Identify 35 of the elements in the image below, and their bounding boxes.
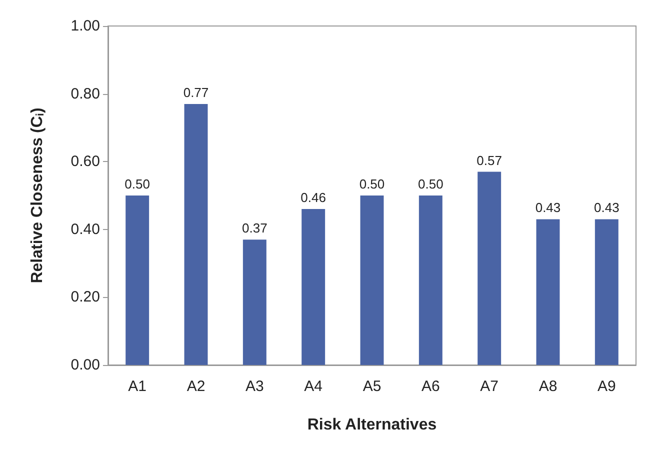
x-tick-label: A7 <box>480 378 499 395</box>
y-tick-label: 0.80 <box>70 85 100 102</box>
y-tick-label: 1.00 <box>70 18 100 34</box>
bar <box>418 196 442 365</box>
y-tick-label: 0.00 <box>70 356 100 374</box>
data-label: 0.43 <box>594 200 620 216</box>
y-axis-title: Relative Closeness (Ci) <box>29 108 46 284</box>
x-tick-label: A1 <box>128 378 147 395</box>
x-tick-label: A9 <box>597 378 616 395</box>
data-label: 0.50 <box>124 176 150 192</box>
data-label: 0.43 <box>535 200 561 216</box>
bar <box>536 219 560 365</box>
bar <box>478 172 502 365</box>
data-label: 0.57 <box>476 152 502 168</box>
x-tick-label: A4 <box>304 378 323 395</box>
data-label: 0.50 <box>359 176 385 192</box>
bar <box>594 219 618 365</box>
y-tick-label: 0.40 <box>70 220 100 238</box>
x-tick-label: A6 <box>421 378 440 395</box>
data-label: 0.77 <box>183 84 209 100</box>
y-tick-label: 0.20 <box>70 288 100 306</box>
x-axis-title: Risk Alternatives <box>307 416 437 434</box>
x-tick-label: A3 <box>245 378 264 395</box>
bar <box>242 240 266 365</box>
bar <box>302 209 326 365</box>
x-tick-label: A5 <box>362 378 382 395</box>
bar <box>360 196 384 365</box>
y-tick-label: 0.60 <box>70 153 100 170</box>
data-label: 0.50 <box>418 176 444 192</box>
data-label: 0.46 <box>300 190 326 206</box>
x-tick-label: A8 <box>538 378 558 395</box>
bar <box>126 196 150 365</box>
data-label: 0.37 <box>242 220 268 236</box>
x-tick-label: A2 <box>186 378 206 395</box>
bar <box>184 104 208 365</box>
